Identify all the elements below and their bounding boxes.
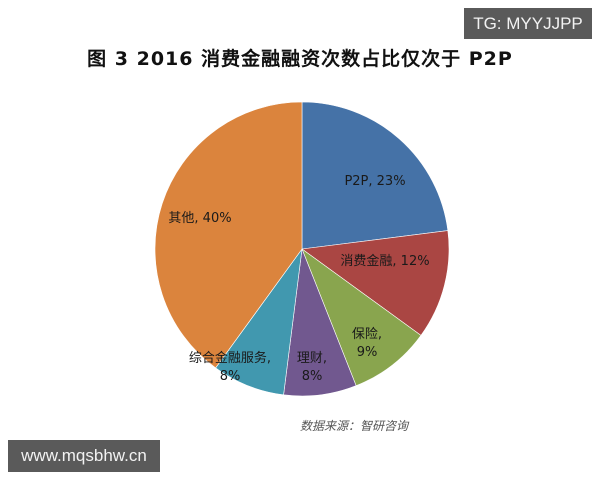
watermark-top-right: TG: MYYJJPP xyxy=(464,8,592,39)
slice-label: 综合金融服务, xyxy=(189,350,271,366)
pie-slice-5 xyxy=(154,101,303,369)
data-source: 数据来源：智研咨询 xyxy=(300,419,409,433)
pie-slice-0 xyxy=(301,101,449,250)
slice-label: 其他, 40% xyxy=(168,211,231,226)
slice-label: P2P, 23% xyxy=(344,174,405,189)
slice-label: 8% xyxy=(302,369,323,384)
slice-label: 9% xyxy=(357,345,378,360)
slice-label: 消费金融, 12% xyxy=(340,253,429,269)
slice-label: 8% xyxy=(220,369,241,384)
slice-label: 保险, xyxy=(352,327,382,342)
watermark-bottom-left: www.mqsbhw.cn xyxy=(8,440,160,472)
chart-title: 图 3 2016 消费金融融资次数占比仅次于 P2P xyxy=(87,48,513,70)
pie-slice-1 xyxy=(301,230,450,336)
pie-slice-2 xyxy=(301,248,422,387)
slice-label: 理财, xyxy=(297,351,327,366)
